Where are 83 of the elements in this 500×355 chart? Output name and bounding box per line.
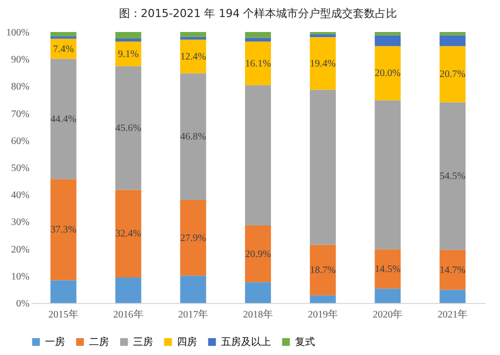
data-label: 27.9%	[180, 232, 206, 244]
data-label: 12.4%	[180, 51, 206, 62]
data-label: 14.5%	[374, 264, 401, 275]
bar	[115, 66, 142, 190]
data-label: 18.7%	[310, 265, 336, 276]
bar	[180, 40, 206, 74]
x-tick-label: 2018年	[243, 308, 273, 320]
y-tick-label: 20%	[11, 244, 30, 256]
y-tick-label: 30%	[11, 217, 30, 228]
bar	[245, 85, 271, 226]
bar	[50, 179, 76, 280]
bar	[374, 32, 401, 36]
data-label: 45.6%	[115, 122, 142, 134]
bar	[440, 46, 466, 102]
data-label: 7.4%	[53, 44, 74, 55]
x-tick-label: 2019年	[308, 308, 338, 320]
legend-label: 一房	[45, 336, 65, 348]
bar	[245, 282, 271, 303]
y-tick-label: 0%	[16, 298, 30, 310]
y-tick-label: 60%	[11, 136, 30, 147]
bar	[115, 32, 142, 39]
bar	[115, 278, 142, 303]
data-label: 9.1%	[118, 48, 139, 60]
bar	[374, 46, 401, 100]
y-tick-label: 70%	[11, 108, 30, 120]
bar	[374, 35, 401, 46]
legend-label: 二房	[89, 336, 109, 348]
y-tick-label: 90%	[11, 54, 30, 66]
x-tick-label: 2017年	[178, 308, 208, 320]
y-tick-label: 80%	[11, 82, 30, 93]
bar	[115, 41, 142, 66]
data-label: 20.7%	[440, 69, 466, 80]
bar	[115, 190, 142, 278]
bar	[440, 290, 466, 303]
bar	[310, 37, 336, 90]
data-label: 20.9%	[245, 248, 271, 260]
x-tick-label: 2015年	[48, 308, 78, 320]
data-label: 16.1%	[245, 58, 271, 70]
bar	[374, 249, 401, 289]
bar	[374, 288, 401, 303]
bar	[180, 276, 206, 303]
legend-label: 三房	[133, 336, 153, 348]
x-tick-label: 2020年	[372, 308, 403, 320]
x-tick-label: 2021年	[438, 308, 468, 320]
bar	[115, 38, 142, 42]
bar	[50, 58, 76, 180]
bar	[245, 41, 271, 86]
data-label: 19.4%	[310, 58, 336, 70]
bar	[310, 244, 336, 296]
bar	[440, 250, 466, 290]
bar	[310, 90, 336, 245]
bar	[180, 200, 206, 276]
bar	[50, 280, 76, 303]
bar	[180, 32, 206, 37]
y-tick-label: 10%	[11, 271, 30, 282]
data-label: 20.0%	[374, 68, 401, 80]
chart-title: 图：2015-2021 年 194 个样本城市分户型成交套数占比	[118, 7, 398, 20]
data-label: 54.5%	[440, 171, 466, 182]
bar	[50, 32, 76, 36]
legend-label: 四房	[177, 336, 197, 348]
y-tick-label: 40%	[11, 190, 30, 202]
y-tick-label: 100%	[6, 28, 30, 38]
data-label: 44.4%	[50, 114, 76, 125]
data-label: 32.4%	[115, 228, 142, 240]
bar	[440, 35, 466, 46]
bar	[180, 36, 206, 40]
data-label: 46.8%	[180, 132, 206, 143]
bar	[440, 32, 466, 36]
bar	[245, 225, 271, 282]
y-tick-label: 50%	[11, 163, 30, 174]
data-label: 37.3%	[50, 224, 76, 236]
bar	[180, 73, 206, 200]
x-tick-label: 2016年	[113, 308, 144, 320]
bar	[310, 34, 336, 38]
bar	[245, 38, 271, 42]
data-label: 14.7%	[440, 264, 466, 276]
bar	[245, 32, 271, 38]
legend-label: 五房及以上	[221, 336, 271, 348]
bar	[440, 102, 466, 250]
legend-label: 复式	[295, 336, 315, 348]
bar	[310, 295, 336, 303]
bar	[374, 100, 401, 250]
bar	[50, 36, 76, 39]
